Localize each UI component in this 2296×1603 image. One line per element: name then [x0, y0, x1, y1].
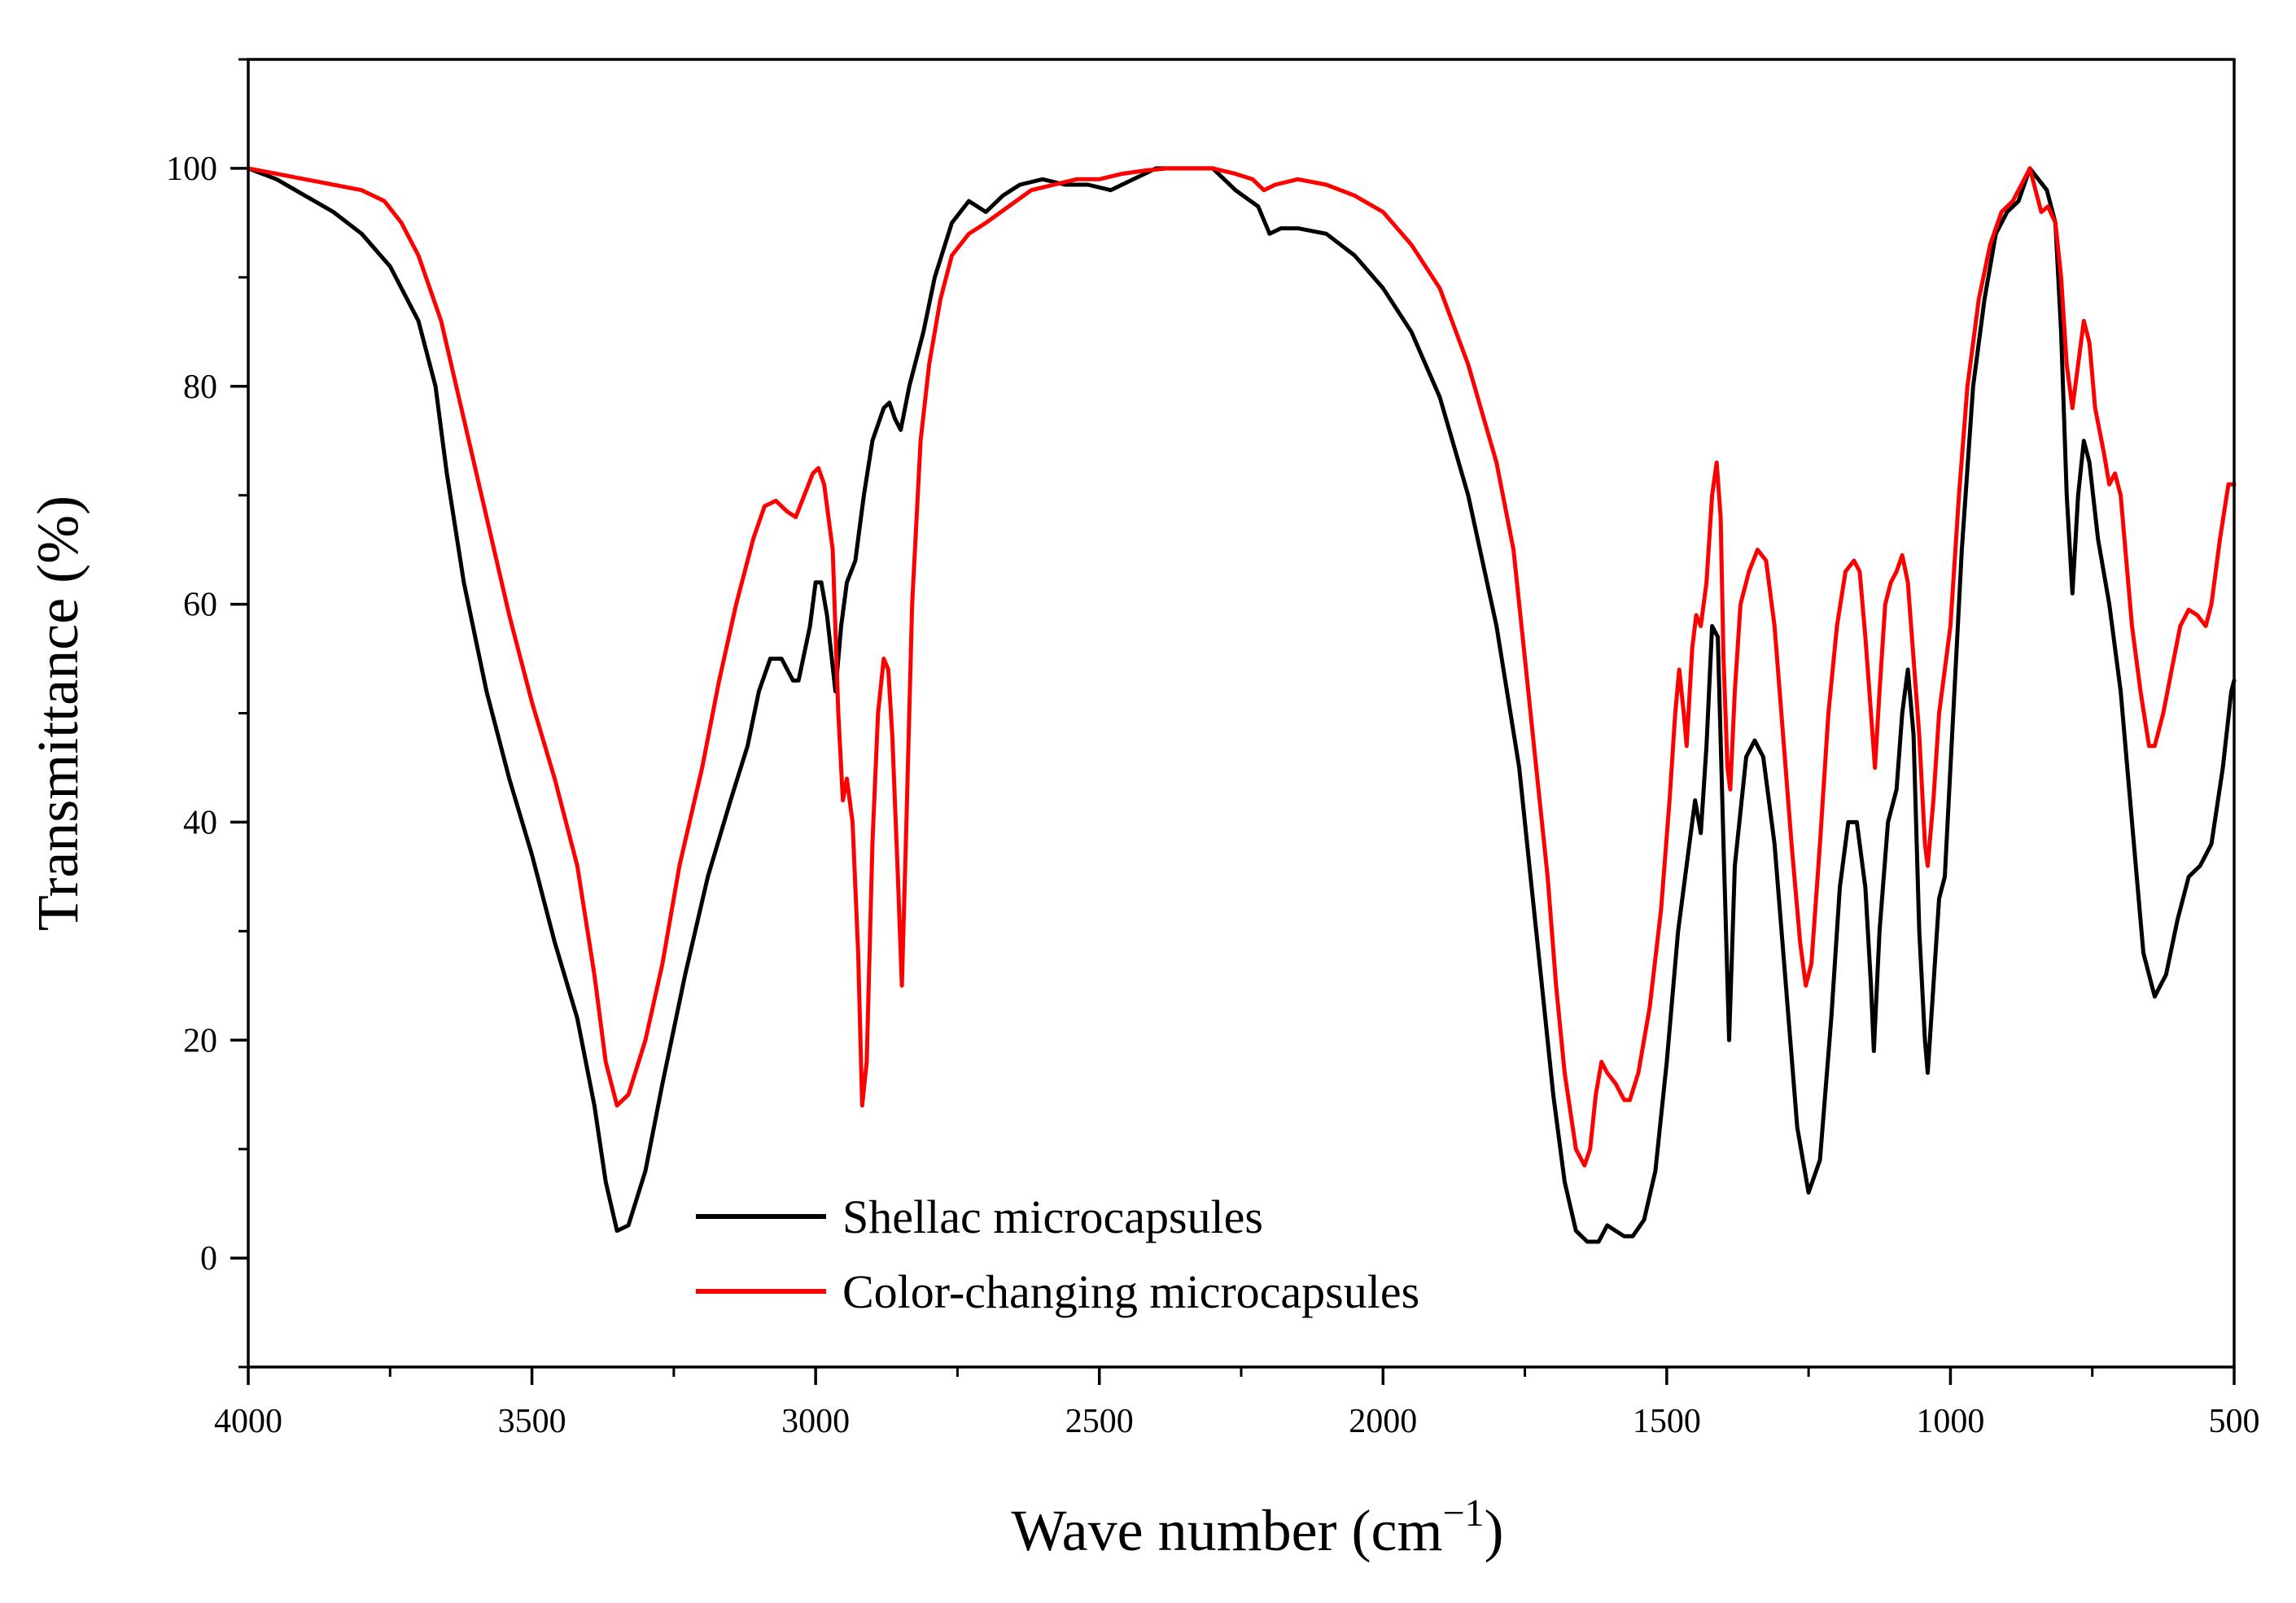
y-axis-title: Transmittance (%): [25, 496, 90, 931]
x-tick-label: 1000: [1916, 1403, 1984, 1440]
x-tick-label: 4000: [214, 1403, 282, 1440]
x-tick-label: 1500: [1633, 1403, 1701, 1440]
y-tick-label: 0: [200, 1240, 217, 1278]
x-tick-label: 3500: [498, 1403, 566, 1440]
y-tick-label: 40: [183, 804, 217, 841]
legend-label-2: Color-changing microcapsules: [842, 1265, 1419, 1318]
y-tick-label: 60: [183, 587, 217, 624]
x-tick-label: 2500: [1065, 1403, 1134, 1440]
x-axis-title-close: ): [1485, 1498, 1504, 1563]
x-tick-label: 2000: [1349, 1403, 1417, 1440]
legend-label-1: Shellac microcapsules: [842, 1190, 1263, 1243]
x-tick-label: 500: [2209, 1403, 2260, 1440]
series-line-2: [246, 166, 2237, 1168]
y-tick-label: 100: [166, 151, 217, 188]
legend: Shellac microcapsules Color-changing micr…: [696, 1190, 1419, 1318]
x-axis-title-text: Wave number (cm: [1011, 1498, 1442, 1563]
series-layer: [246, 166, 2237, 1244]
x-axis-ticks: 4000 3500 3000 2500 2000 1500 1000 500: [214, 1367, 2260, 1440]
y-tick-label: 20: [183, 1022, 217, 1059]
y-tick-label: 80: [183, 369, 217, 406]
x-axis-title-superscript: −1: [1442, 1492, 1484, 1535]
x-axis-title: Wave number (cm−1): [1011, 1492, 1503, 1563]
x-tick-label: 3000: [781, 1403, 850, 1440]
series-line-1: [246, 166, 2237, 1244]
y-axis-ticks: 0 20 40 60 80 100: [166, 58, 248, 1369]
